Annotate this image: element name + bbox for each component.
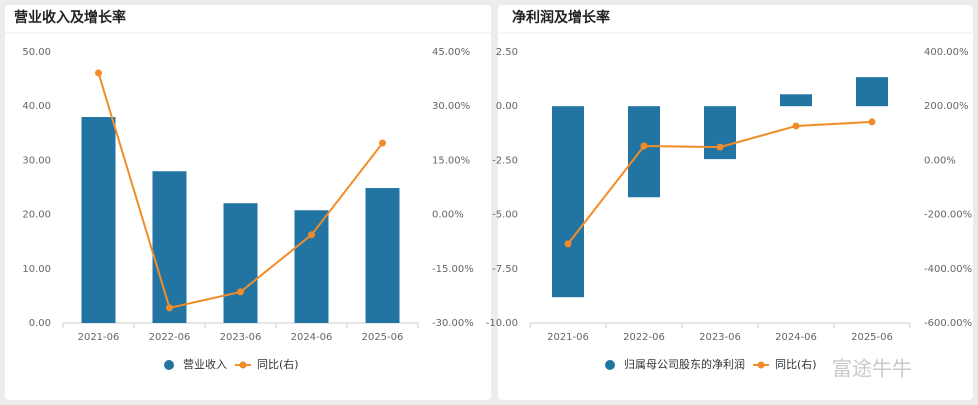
x-tick-label: 2024-06: [775, 332, 817, 343]
x-tick-label: 2025-06: [362, 332, 404, 343]
legend-marker: [605, 360, 615, 370]
y2-tick-label: -30.00%: [432, 318, 474, 329]
y-tick-label: -5.00: [492, 210, 518, 221]
y2-tick-label: 30.00%: [432, 101, 470, 112]
y2-tick-label: 200.00%: [924, 101, 969, 112]
legend-marker: [239, 361, 247, 369]
y-tick-label: 40.00: [22, 101, 51, 112]
x-tick-label: 2023-06: [699, 332, 741, 343]
y2-tick-label: -15.00%: [432, 264, 474, 275]
y-tick-label: 0.00: [29, 318, 51, 329]
watermark: 富途牛牛: [832, 357, 912, 381]
y-tick-label: 10.00: [22, 264, 51, 275]
legend-marker: [164, 360, 174, 370]
y2-tick-label: 400.00%: [924, 47, 969, 58]
y-tick-label: -7.50: [492, 264, 518, 275]
bar: [704, 106, 736, 160]
x-tick-label: 2022-06: [149, 332, 191, 343]
line-point: [564, 240, 572, 248]
panel: [498, 5, 973, 400]
y2-tick-label: 45.00%: [432, 47, 470, 58]
y-tick-label: 0.00: [496, 101, 518, 112]
bar: [223, 203, 258, 323]
bar: [552, 106, 584, 298]
line-point: [308, 231, 315, 239]
y-tick-label: 20.00: [22, 210, 51, 221]
x-tick-label: 2022-06: [623, 332, 665, 343]
bar: [152, 171, 187, 323]
y-tick-label: -2.50: [492, 155, 518, 166]
bar: [856, 77, 888, 107]
x-tick-label: 2025-06: [851, 332, 893, 343]
line-point: [379, 139, 386, 147]
line-point: [640, 142, 648, 150]
chart-title: 净利润及增长率: [512, 9, 610, 26]
y-tick-label: -10.00: [486, 318, 518, 329]
x-tick-label: 2024-06: [291, 332, 333, 343]
y-tick-label: 2.50: [496, 47, 518, 58]
line-point: [166, 304, 173, 312]
y2-tick-label: 0.00%: [924, 155, 956, 166]
line-point: [716, 143, 724, 151]
bar: [780, 94, 812, 107]
bar: [365, 188, 400, 323]
y-tick-label: 50.00: [22, 47, 51, 58]
chart-title: 营业收入及增长率: [14, 9, 126, 26]
y-tick-label: 30.00: [22, 155, 51, 166]
y2-tick-label: -200.00%: [924, 210, 972, 221]
bar: [294, 210, 329, 323]
bar: [628, 106, 660, 198]
x-tick-label: 2021-06: [78, 332, 120, 343]
line-point: [868, 118, 876, 126]
y2-tick-label: -400.00%: [924, 264, 972, 275]
legend-label: 同比(右): [775, 357, 817, 371]
x-tick-label: 2023-06: [220, 332, 262, 343]
x-tick-label: 2021-06: [547, 332, 589, 343]
line-point: [237, 288, 244, 296]
line-point: [792, 122, 800, 130]
legend-marker: [757, 361, 765, 369]
y2-tick-label: 0.00%: [432, 210, 464, 221]
bar: [81, 117, 116, 323]
y2-tick-label: -600.00%: [924, 318, 972, 329]
legend-label: 同比(右): [257, 357, 299, 371]
line-point: [95, 69, 102, 77]
y2-tick-label: 15.00%: [432, 155, 470, 166]
legend-label: 营业收入: [183, 357, 227, 371]
legend-label: 归属母公司股东的净利润: [624, 357, 745, 371]
